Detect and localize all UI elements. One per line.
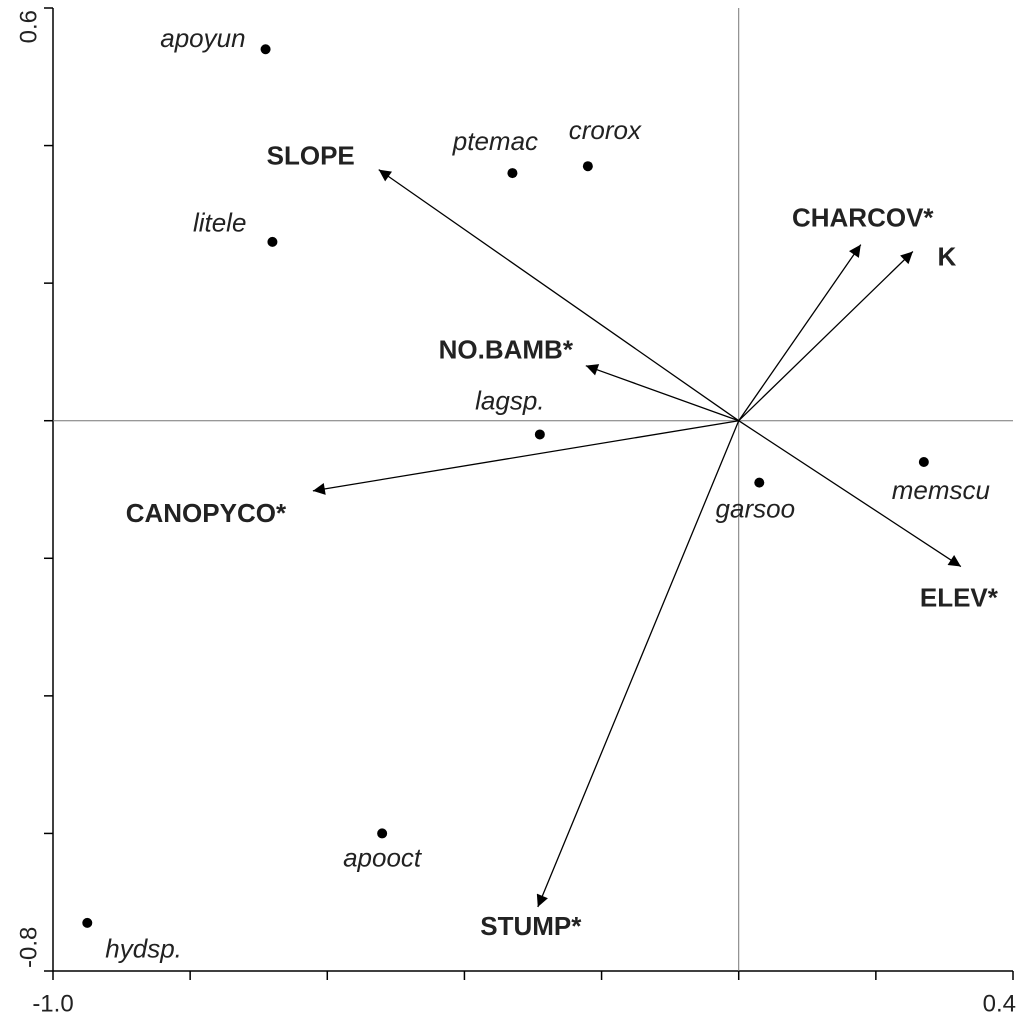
x-tick-label: 0.4 — [983, 990, 1016, 1017]
vector-arrow — [585, 364, 739, 422]
vector-label: CANOPYCO* — [126, 498, 287, 528]
species-point — [754, 477, 765, 488]
species-point — [260, 44, 271, 55]
vector-label: ELEV* — [920, 582, 999, 612]
vector-arrow — [738, 244, 862, 422]
species-label: apooct — [343, 842, 423, 872]
species-point — [267, 236, 278, 247]
vector-label: SLOPE — [267, 141, 355, 171]
species-label: lagsp. — [475, 385, 544, 415]
species-label: ptemac — [452, 126, 538, 156]
species-label: apoyun — [160, 23, 245, 53]
species-label: hydsp. — [105, 934, 182, 964]
vector-arrow — [738, 420, 962, 568]
y-tick-label: 0.6 — [15, 10, 42, 43]
vector-label: NO.BAMB* — [439, 335, 574, 365]
species-point — [507, 168, 518, 179]
vector-label: K — [937, 241, 956, 271]
species-point — [534, 429, 545, 440]
species-label: litele — [193, 208, 246, 238]
vector-arrow — [536, 420, 740, 908]
x-tick-label: -1.0 — [32, 990, 73, 1017]
species-label: crorox — [569, 115, 642, 145]
vector-arrow — [312, 420, 739, 495]
vector-label: CHARCOV* — [792, 202, 934, 232]
species-point — [582, 161, 593, 172]
vector-label: STUMP* — [480, 911, 582, 941]
species-point — [377, 828, 388, 839]
species-label: garsoo — [716, 493, 796, 523]
species-point — [82, 917, 93, 928]
species-label: memscu — [892, 475, 990, 505]
vector-arrow — [738, 251, 914, 422]
species-point — [918, 456, 929, 467]
y-tick-label: -0.8 — [15, 927, 42, 968]
vector-arrow — [378, 169, 740, 422]
